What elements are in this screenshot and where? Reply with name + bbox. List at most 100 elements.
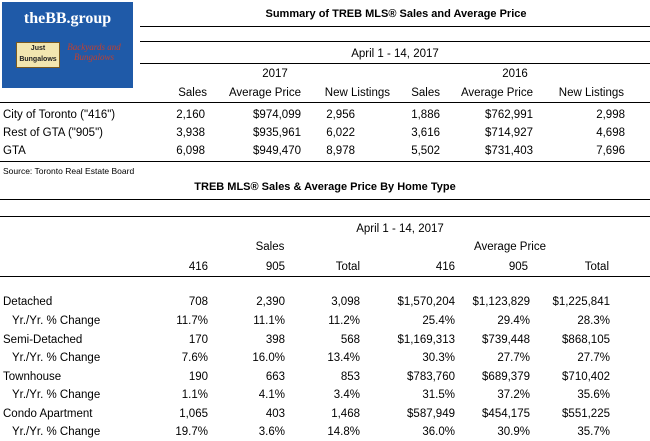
row-label: Semi-Detached: [3, 334, 83, 346]
table-cell: 3.4%: [333, 389, 360, 401]
col-header: Average Price: [460, 87, 533, 99]
table-cell: 663: [265, 371, 285, 383]
col-header: New Listings: [324, 87, 390, 99]
divider: [140, 63, 650, 64]
table-cell: 1.1%: [181, 389, 208, 401]
table-cell: $935,961: [253, 127, 301, 139]
summary-title: Summary of TREB MLS® Sales and Average P…: [265, 8, 527, 20]
table-cell: $783,760: [407, 371, 455, 383]
table-cell: 3.6%: [258, 426, 285, 438]
table-cell: 35.7%: [577, 426, 610, 438]
table-cell: 13.4%: [327, 352, 360, 364]
bytype-title: TREB MLS® Sales & Average Price By Home …: [194, 181, 456, 193]
table-cell: 853: [340, 371, 360, 383]
row-label: Rest of GTA ("905"): [3, 127, 103, 139]
divider: [140, 41, 650, 42]
row-label: GTA: [3, 145, 26, 157]
table-cell: 3,616: [411, 127, 440, 139]
table-cell: 1,065: [179, 408, 208, 420]
table-cell: 2,998: [596, 109, 625, 121]
logo-script: Backyards and Bungalows: [67, 42, 121, 62]
table-cell: 19.7%: [175, 426, 208, 438]
table-cell: 27.7%: [577, 352, 610, 364]
table-cell: 37.2%: [497, 389, 530, 401]
table-cell: 2,956: [326, 109, 355, 121]
row-label: Yr./Yr. % Change: [12, 389, 101, 401]
table-cell: 4,698: [596, 127, 625, 139]
col-header: 416: [188, 261, 208, 273]
col-header: 416: [435, 261, 455, 273]
table-cell: 14.8%: [327, 426, 360, 438]
table-cell: 30.3%: [422, 352, 455, 364]
bytype-period: April 1 - 14, 2017: [356, 223, 444, 235]
logo-badge: Just Bungalows: [16, 42, 60, 68]
sales-group-label: Sales: [255, 241, 285, 253]
table-cell: $454,175: [482, 408, 530, 420]
table-cell: 31.5%: [422, 389, 455, 401]
table-cell: $551,225: [562, 408, 610, 420]
year-2016: 2016: [502, 68, 528, 80]
table-cell: 7.6%: [181, 352, 208, 364]
table-cell: 28.3%: [577, 315, 610, 327]
row-label: Yr./Yr. % Change: [12, 426, 101, 438]
year-2017: 2017: [262, 68, 288, 80]
table-cell: $1,123,829: [472, 296, 530, 308]
table-cell: 29.4%: [497, 315, 530, 327]
table-cell: 30.9%: [497, 426, 530, 438]
divider: [0, 102, 650, 103]
logo-title: theBB.group: [23, 10, 112, 27]
divider: [0, 276, 650, 277]
table-cell: 3,938: [176, 127, 205, 139]
table-cell: $762,991: [485, 109, 533, 121]
table-cell: 1,468: [331, 408, 360, 420]
row-label: City of Toronto ("416"): [3, 109, 116, 121]
col-header: Sales: [411, 87, 440, 99]
table-cell: 35.6%: [577, 389, 610, 401]
col-header: Sales: [178, 87, 207, 99]
divider: [0, 199, 650, 200]
table-cell: 6,022: [326, 127, 355, 139]
source-note: Source: Toronto Real Estate Board: [3, 166, 135, 176]
divider: [0, 216, 650, 217]
table-cell: $868,105: [562, 334, 610, 346]
avg-price-group-label: Average Price: [473, 241, 547, 253]
company-logo: theBB.group Just Bungalows Backyards and…: [2, 2, 133, 88]
table-cell: 398: [265, 334, 285, 346]
table-cell: $731,403: [485, 145, 533, 157]
table-cell: 27.7%: [497, 352, 530, 364]
table-cell: 708: [188, 296, 208, 308]
summary-period: April 1 - 14, 2017: [351, 48, 439, 60]
table-cell: $587,949: [407, 408, 455, 420]
table-cell: $974,099: [253, 109, 301, 121]
table-cell: $710,402: [562, 371, 610, 383]
table-cell: $714,927: [485, 127, 533, 139]
divider: [0, 161, 650, 162]
table-cell: 4.1%: [258, 389, 285, 401]
col-header: 905: [508, 261, 528, 273]
divider: [140, 26, 650, 27]
table-cell: 2,390: [256, 296, 285, 308]
table-cell: 36.0%: [422, 426, 455, 438]
table-cell: 11.7%: [176, 315, 208, 327]
table-cell: 16.0%: [252, 352, 285, 364]
table-cell: $1,225,841: [552, 296, 610, 308]
table-cell: 403: [265, 408, 285, 420]
row-label: Detached: [3, 296, 53, 308]
table-cell: $949,470: [253, 145, 301, 157]
table-cell: 3,098: [331, 296, 360, 308]
table-cell: 11.2%: [328, 315, 360, 327]
table-cell: 8,978: [326, 145, 355, 157]
table-cell: 568: [340, 334, 360, 346]
table-cell: 1,886: [411, 109, 440, 121]
col-header: Average Price: [228, 87, 301, 99]
table-cell: $1,169,313: [397, 334, 455, 346]
table-cell: 190: [188, 371, 208, 383]
col-header: Total: [584, 261, 609, 273]
table-cell: 170: [188, 334, 208, 346]
col-header: New Listings: [558, 87, 624, 99]
row-label: Townhouse: [3, 371, 62, 383]
table-cell: $1,570,204: [397, 296, 455, 308]
row-label: Yr./Yr. % Change: [12, 315, 101, 327]
row-label: Yr./Yr. % Change: [12, 352, 101, 364]
table-cell: 2,160: [176, 109, 205, 121]
